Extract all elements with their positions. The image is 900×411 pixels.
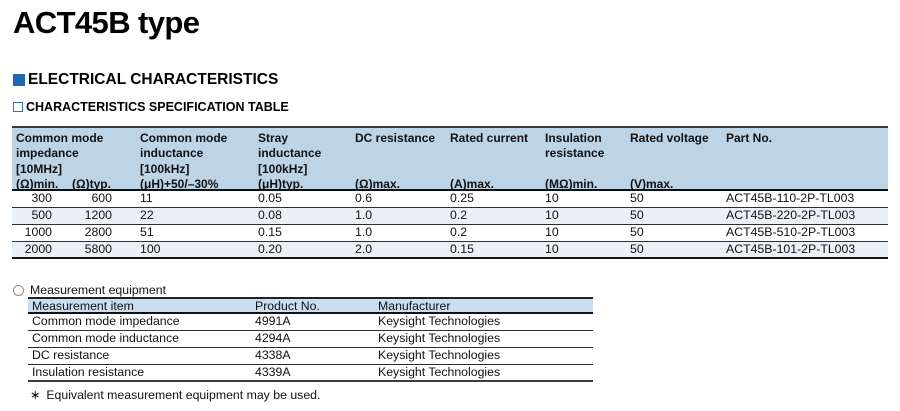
meas-header-manufacturer: Manufacturer — [378, 299, 451, 313]
cell-dc: 1.0 — [355, 225, 373, 239]
col-inductance-freq: [100kHz] — [140, 162, 190, 176]
meas-cell-manufacturer: Keysight Technologies — [378, 331, 501, 345]
cell-impedance-typ: 600 — [91, 191, 112, 205]
measurement-table-row: Insulation resistance 4339A Keysight Tec… — [28, 365, 593, 382]
meas-header-item: Measurement item — [32, 299, 134, 313]
footnote-text: Equivalent measurement equipment may be … — [46, 388, 321, 402]
meas-cell-manufacturer: Keysight Technologies — [378, 314, 501, 328]
page-title: ACT45B type — [13, 5, 200, 40]
meas-cell-manufacturer: Keysight Technologies — [378, 348, 501, 362]
spec-table: Common mode impedance [10MHz] (Ω)min. (Ω… — [12, 126, 888, 259]
meas-cell-product: 4339A — [255, 365, 291, 379]
cell-current: 0.15 — [450, 242, 474, 256]
cell-dc: 2.0 — [355, 242, 373, 256]
subsection-heading-label: CHARACTERISTICS SPECIFICATION TABLE — [26, 100, 289, 114]
measurement-table: Measurement item Product No. Manufacture… — [28, 297, 593, 382]
meas-cell-item: DC resistance — [32, 348, 110, 362]
cell-impedance-typ: 1200 — [84, 208, 112, 222]
col-inductance-unit: (μH)+50/–30% — [140, 177, 219, 191]
meas-cell-product: 4294A — [255, 331, 291, 345]
measurement-equipment-text: Measurement equipment — [30, 283, 167, 297]
col-insulation-unit: (MΩ)min. — [545, 177, 598, 191]
col-part-name: Part No. — [726, 131, 773, 145]
cell-voltage: 50 — [630, 208, 644, 222]
cell-impedance-typ: 5800 — [84, 242, 112, 256]
section-heading-label: ELECTRICAL CHARACTERISTICS — [28, 71, 279, 88]
meas-cell-item: Common mode inductance — [32, 331, 179, 345]
spec-table-row: 2000 5800 100 0.20 2.0 0.15 10 50 ACT45B… — [12, 242, 888, 259]
cell-insulation: 10 — [545, 242, 559, 256]
col-stray-freq: [100kHz] — [258, 162, 308, 176]
measurement-equipment-label: Measurement equipment — [13, 283, 166, 297]
col-impedance-name: Common mode impedance — [16, 131, 104, 160]
spec-table-row: 500 1200 22 0.08 1.0 0.2 10 50 ACT45B-22… — [12, 208, 888, 225]
cell-dc: 1.0 — [355, 208, 373, 222]
cell-insulation: 10 — [545, 191, 559, 205]
cell-inductance: 11 — [140, 191, 153, 205]
col-inductance-name: Common mode inductance — [140, 131, 228, 160]
meas-cell-item: Insulation resistance — [32, 365, 145, 379]
col-insulation-name: Insulation resistance — [545, 131, 605, 160]
section-heading-electrical-characteristics: ELECTRICAL CHARACTERISTICS — [13, 71, 278, 89]
cell-impedance-min: 300 — [31, 191, 52, 205]
meas-cell-manufacturer: Keysight Technologies — [378, 365, 501, 379]
cell-impedance-min: 2000 — [24, 242, 52, 256]
col-voltage-name: Rated voltage — [630, 131, 709, 145]
meas-cell-item: Common mode impedance — [32, 314, 180, 328]
cell-voltage: 50 — [630, 225, 644, 239]
col-dc-unit: (Ω)max. — [355, 177, 400, 191]
meas-cell-product: 4991A — [255, 314, 291, 328]
asterisk-icon: ∗ — [30, 388, 41, 402]
outline-square-icon — [13, 102, 23, 112]
cell-inductance: 100 — [140, 242, 161, 256]
cell-impedance-min: 500 — [31, 208, 52, 222]
col-impedance-unit-typ: (Ω)typ. — [72, 177, 111, 191]
subsection-heading-spec-table: CHARACTERISTICS SPECIFICATION TABLE — [13, 100, 289, 114]
col-impedance-freq: [10MHz] — [16, 162, 63, 176]
spec-table-row: 1000 2800 51 0.15 1.0 0.2 10 50 ACT45B-5… — [12, 225, 888, 242]
cell-part-no: ACT45B-101-2P-TL003 — [726, 242, 856, 256]
meas-cell-product: 4338A — [255, 348, 291, 362]
col-voltage-unit: (V)max. — [630, 177, 674, 191]
meas-header-product: Product No. — [255, 299, 320, 313]
cell-insulation: 10 — [545, 225, 559, 239]
filled-square-icon — [13, 74, 25, 86]
cell-part-no: ACT45B-110-2P-TL003 — [726, 191, 855, 205]
cell-stray: 0.15 — [258, 225, 282, 239]
measurement-table-header: Measurement item Product No. Manufacture… — [28, 297, 593, 314]
cell-voltage: 50 — [630, 191, 644, 205]
col-current-name: Rated current — [450, 131, 529, 145]
col-stray-unit: (μH)typ. — [258, 177, 304, 191]
cell-voltage: 50 — [630, 242, 644, 256]
measurement-table-row: Common mode impedance 4991A Keysight Tec… — [28, 314, 593, 331]
cell-insulation: 10 — [545, 208, 559, 222]
col-current-unit: (A)max. — [450, 177, 495, 191]
cell-stray: 0.05 — [258, 191, 282, 205]
measurement-table-row: DC resistance 4338A Keysight Technologie… — [28, 348, 593, 365]
measurement-table-row: Common mode inductance 4294A Keysight Te… — [28, 331, 593, 348]
col-stray-name: Stray inductance — [258, 131, 322, 160]
cell-dc: 0.6 — [355, 191, 373, 205]
cell-current: 0.2 — [450, 225, 468, 239]
cell-stray: 0.08 — [258, 208, 282, 222]
circle-bullet-icon — [13, 284, 24, 296]
cell-part-no: ACT45B-220-2P-TL003 — [726, 208, 856, 222]
cell-current: 0.25 — [450, 191, 474, 205]
footnote: ∗ Equivalent measurement equipment may be… — [30, 388, 320, 402]
col-dc-name: DC resistance — [355, 131, 436, 145]
col-impedance-unit-min: (Ω)min. — [16, 177, 59, 191]
cell-part-no: ACT45B-510-2P-TL003 — [726, 225, 856, 239]
cell-current: 0.2 — [450, 208, 468, 222]
cell-impedance-min: 1000 — [24, 225, 52, 239]
spec-table-row: 300 600 11 0.05 0.6 0.25 10 50 ACT45B-11… — [12, 191, 888, 208]
spec-table-header: Common mode impedance [10MHz] (Ω)min. (Ω… — [12, 126, 888, 191]
cell-inductance: 51 — [140, 225, 154, 239]
cell-stray: 0.20 — [258, 242, 282, 256]
cell-inductance: 22 — [140, 208, 154, 222]
cell-impedance-typ: 2800 — [84, 225, 112, 239]
